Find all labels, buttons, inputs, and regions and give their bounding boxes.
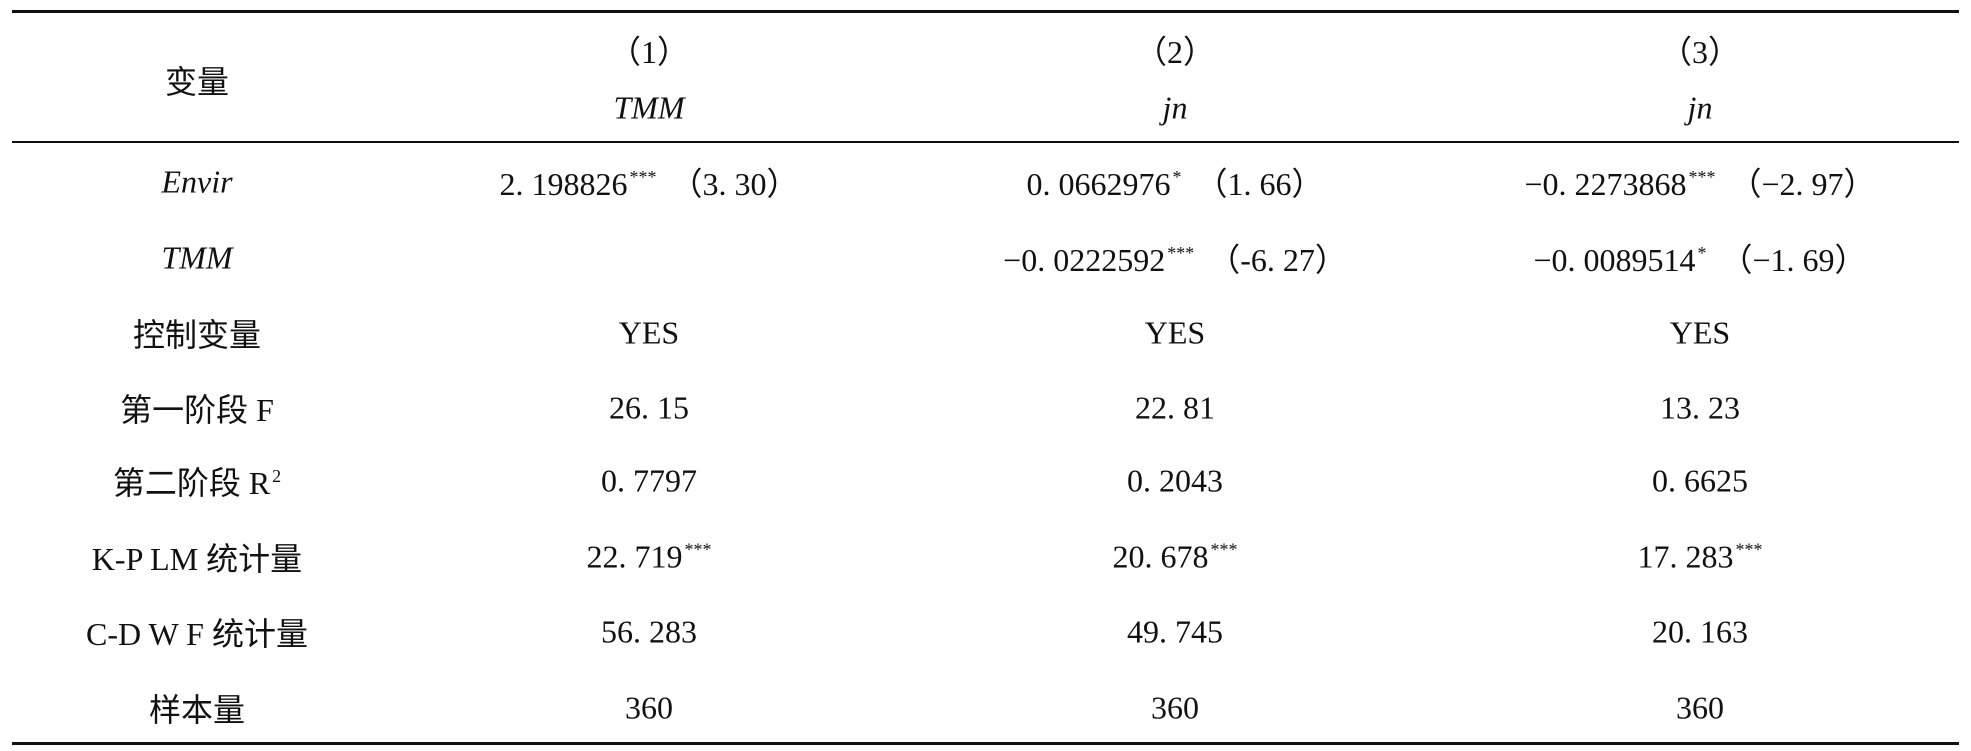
table-cell: 0. 2043 (1127, 463, 1223, 500)
significance-stars: *** (1210, 539, 1238, 560)
row-label-text: TMM (161, 239, 233, 276)
coefficient: 56. 283 (601, 613, 697, 650)
significance-stars: *** (1167, 243, 1195, 263)
coefficient: −0. 0089514 (1533, 242, 1696, 278)
row-label: Envir (161, 164, 232, 201)
significance-stars: *** (1688, 167, 1716, 187)
row-label: K-P LM 统计量 (92, 534, 302, 580)
coefficient: 22. 81 (1135, 389, 1215, 426)
row-label-text: 控制变量 (132, 317, 262, 353)
table-cell: 360 (1676, 690, 1724, 727)
coefficient: YES (1669, 314, 1731, 351)
table-cell: YES (1145, 315, 1205, 352)
row-label-text: 第二阶段 R (112, 465, 271, 501)
coefficient: 0. 2043 (1127, 462, 1223, 499)
table-cell: 360 (1151, 690, 1199, 727)
table-cell: 20. 163 (1652, 614, 1748, 651)
row-label: TMM (161, 240, 232, 277)
table-cell: 360 (625, 690, 673, 727)
table-cell: YES (1670, 315, 1730, 352)
coefficient: 13. 23 (1660, 389, 1740, 426)
coefficient: 49. 745 (1127, 613, 1223, 650)
coefficient: 0. 6625 (1652, 462, 1748, 499)
row-label: C-D W F 统计量 (86, 609, 308, 655)
column-number: （1） (608, 34, 690, 70)
coefficient: 360 (1676, 689, 1724, 726)
column-number: （2） (1134, 34, 1216, 70)
coefficient: 26. 15 (609, 389, 689, 426)
table-cell: 13. 23 (1660, 390, 1740, 427)
coefficient: 0. 7797 (601, 462, 697, 499)
significance-stars: *** (684, 539, 712, 560)
table-cell: 22. 719 *** (587, 539, 712, 576)
t-statistic: （3. 30） (670, 166, 799, 202)
row-label-text: 第一阶段 F (120, 392, 274, 428)
coefficient: 0. 0662976 (1026, 166, 1171, 202)
table-cell: 20. 678 *** (1113, 539, 1238, 576)
table-cell: 22. 81 (1135, 390, 1215, 427)
table-cell: 26. 15 (609, 390, 689, 427)
header-rule (12, 141, 1959, 143)
row-label: 样本量 (149, 685, 245, 731)
table-cell: YES (619, 315, 679, 352)
coefficient: YES (618, 314, 680, 351)
significance-stars: * (1697, 243, 1707, 263)
t-statistic: （1. 66） (1195, 166, 1324, 202)
row-label: 第一阶段 F (120, 385, 274, 431)
coefficient: 22. 719 (586, 538, 683, 575)
table-cell: −0. 0089514 * （−1. 69） (1533, 235, 1866, 281)
coefficient: 2. 198826 (499, 166, 628, 202)
table-cell: 49. 745 (1127, 614, 1223, 651)
row-label-superscript: 2 (272, 466, 282, 486)
table-cell: 0. 6625 (1652, 463, 1748, 500)
row-label-header: 变量 (164, 64, 230, 100)
coefficient: 20. 678 (1112, 538, 1209, 575)
significance-stars: *** (629, 167, 657, 187)
coefficient: 20. 163 (1652, 613, 1748, 650)
coefficient: 17. 283 (1637, 538, 1734, 575)
significance-stars: * (1172, 167, 1182, 187)
t-statistic: （−1. 69） (1720, 242, 1867, 278)
row-label-text: Envir (161, 163, 233, 200)
t-statistic: （−2. 97） (1729, 166, 1876, 202)
significance-stars: *** (1735, 539, 1763, 560)
row-label-text: 样本量 (148, 692, 246, 728)
column-number: （3） (1659, 34, 1741, 70)
coefficient: YES (1144, 314, 1206, 351)
coefficient: 360 (625, 689, 673, 726)
t-statistic: （-6. 27） (1208, 242, 1347, 278)
row-label-text: K-P LM 统计量 (91, 541, 303, 577)
table-cell: 56. 283 (601, 614, 697, 651)
table-cell: 17. 283 *** (1638, 539, 1763, 576)
dependent-variable: TMM (613, 89, 685, 126)
table-cell: −0. 2273868 *** （−2. 97） (1524, 159, 1875, 205)
row-label-text: C-D W F 统计量 (86, 616, 308, 652)
table-cell: −0. 0222592 *** （-6. 27） (1003, 235, 1347, 281)
table-cell: 0. 0662976 * （1. 66） (1026, 159, 1323, 205)
top-rule (12, 10, 1959, 13)
coefficient: 360 (1151, 689, 1199, 726)
bottom-rule (12, 742, 1959, 745)
coefficient: −0. 0222592 (1003, 242, 1166, 278)
table-cell: 2. 198826 *** （3. 30） (499, 159, 798, 205)
row-label: 控制变量 (133, 310, 261, 356)
table-cell: 0. 7797 (601, 463, 697, 500)
coefficient: −0. 2273868 (1524, 166, 1687, 202)
dependent-variable: jn (1687, 89, 1713, 126)
dependent-variable: jn (1162, 89, 1188, 126)
